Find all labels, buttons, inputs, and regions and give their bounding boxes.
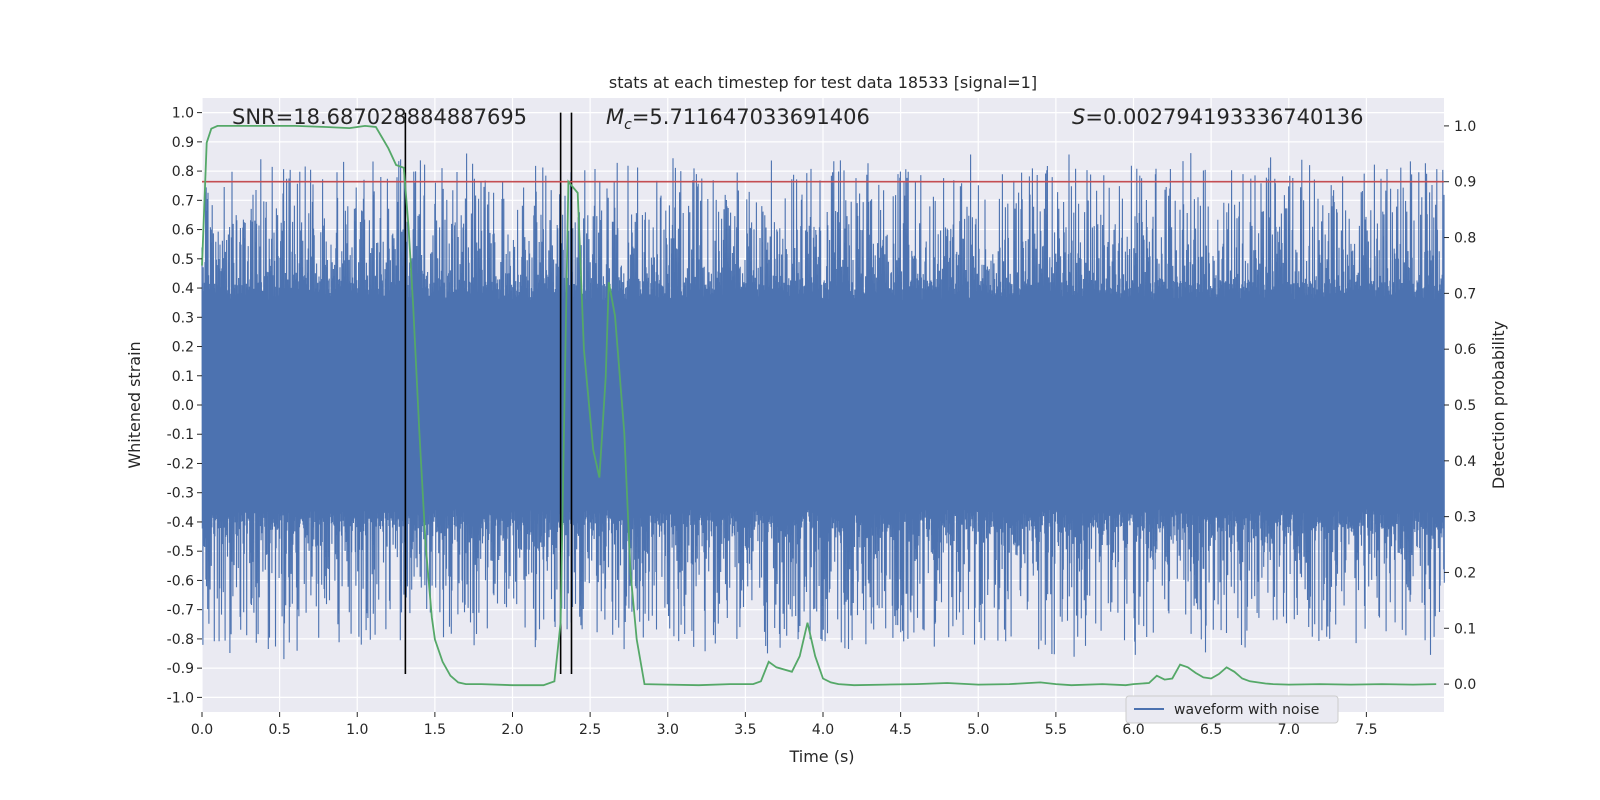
s-value: =0.002794193336740136	[1085, 105, 1363, 129]
snr-annotation: SNR=18.687028884887695	[232, 105, 527, 129]
y-tick-label: -0.7	[167, 603, 194, 619]
waveform-line	[201, 153, 1445, 660]
s-symbol: S	[1072, 105, 1085, 129]
legend-label-waveform: waveform with noise	[1174, 702, 1319, 718]
y2-tick-label: 1.0	[1454, 119, 1476, 135]
x-tick-label: 6.0	[1122, 722, 1144, 738]
chart-plot-area	[201, 112, 1445, 687]
y2-axis-label: Detection probability	[1489, 321, 1508, 489]
y-tick-label: 1.0	[172, 106, 194, 122]
probability-line	[201, 124, 1437, 687]
y2-tick-label: 0.6	[1454, 342, 1476, 358]
x-tick-label: 2.0	[501, 722, 523, 738]
y-axis-label: Whitened strain	[125, 341, 144, 468]
y-tick-label: 0.5	[172, 252, 194, 268]
legend-box	[1125, 695, 1339, 724]
chirp-mass-subscript: c	[624, 117, 632, 133]
chirp-mass-annotation: Mc=5.711647033691406	[606, 105, 870, 133]
x-tick-label: 3.0	[657, 722, 679, 738]
legend: waveform with noise	[1125, 695, 1339, 724]
y-tick-label: -1.0	[167, 690, 194, 706]
x-tick-label: 0.0	[191, 722, 213, 738]
y2-tick-label: 0.9	[1454, 175, 1476, 191]
y-tick-label: -0.3	[167, 486, 194, 502]
y2-tick-label: 0.8	[1454, 231, 1476, 247]
chirp-mass-value: =5.711647033691406	[632, 105, 870, 129]
y-tick-label: 0.3	[172, 310, 194, 326]
x-tick-label: 1.0	[346, 722, 368, 738]
y-tick-label: 0.9	[172, 135, 194, 151]
x-tick-label: 0.5	[268, 722, 290, 738]
y-tick-label: 0.0	[172, 398, 194, 414]
x-tick-label: 3.5	[734, 722, 756, 738]
y-tick-label: 0.1	[172, 369, 194, 385]
x-tick-label: 6.5	[1200, 722, 1222, 738]
x-axis-label: Time (s)	[788, 747, 854, 766]
y2-tick-label: 0.4	[1454, 454, 1476, 470]
y-tick-label: -0.5	[167, 544, 194, 560]
y2-tick-label: 0.1	[1454, 621, 1476, 637]
y2-tick-label: 0.7	[1454, 286, 1476, 302]
y2-tick-label: 0.0	[1454, 677, 1476, 693]
x-tick-label: 5.5	[1045, 722, 1067, 738]
y2-tick-label: 0.5	[1454, 398, 1476, 414]
x-tick-label: 4.0	[812, 722, 834, 738]
s-annotation: S=0.002794193336740136	[1072, 105, 1363, 129]
x-tick-label: 7.5	[1355, 722, 1377, 738]
probability-series	[201, 124, 1437, 687]
y-tick-label: 0.6	[172, 223, 194, 239]
y-tick-label: -0.1	[167, 427, 194, 443]
waveform-series	[201, 153, 1445, 660]
chirp-mass-symbol: M	[606, 105, 624, 129]
y-tick-label: -0.4	[167, 515, 194, 531]
y-tick-label: -0.9	[167, 661, 194, 677]
x-tick-label: 2.5	[579, 722, 601, 738]
x-tick-label: 7.0	[1278, 722, 1300, 738]
x-tick-label: 5.0	[967, 722, 989, 738]
y2-tick-label: 0.3	[1454, 510, 1476, 526]
x-axis-ticks: 0.0 0.5 1.0 1.5 2.0 2.5 3.0 3.5 4.0 4.5 5.0 5.5 6.0 6…	[191, 712, 1378, 738]
x-tick-label: 1.5	[424, 722, 446, 738]
y-tick-label: 0.8	[172, 164, 194, 180]
y-tick-label: 0.7	[172, 193, 194, 209]
y-tick-label: -0.2	[167, 456, 194, 472]
y-axis-ticks: 1.0 0.9 0.8 0.7 0.6 0.5 0.4 0.3 0.2 0.1 0.0 -0.1 -0.…	[167, 106, 202, 706]
chart-title: stats at each timestep for test data 185…	[609, 73, 1037, 92]
y-tick-label: 0.4	[172, 281, 194, 297]
y-tick-label: 0.2	[172, 340, 194, 356]
x-tick-label: 4.5	[889, 722, 911, 738]
y2-tick-label: 0.2	[1454, 565, 1476, 581]
y-tick-label: -0.8	[167, 632, 194, 648]
y2-axis-ticks: 1.0 0.9 0.8 0.7 0.6 0.5 0.4 0.3 0.2 0.1 0.0	[1444, 119, 1476, 693]
y-tick-label: -0.6	[167, 573, 194, 589]
